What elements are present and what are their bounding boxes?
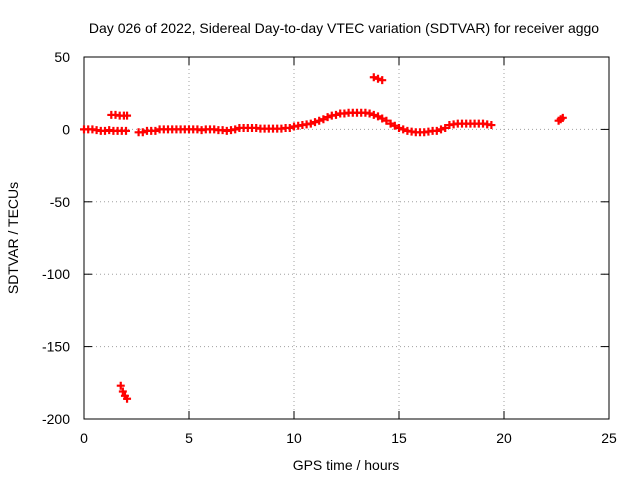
x-tick-label: 15 <box>391 430 407 446</box>
data-points <box>80 73 567 403</box>
data-point <box>123 394 132 403</box>
data-point <box>441 123 450 132</box>
data-point <box>116 381 125 390</box>
x-tick-label: 10 <box>286 430 302 446</box>
data-point <box>432 126 441 135</box>
data-point <box>378 114 387 123</box>
y-axis-label: SDTVAR / TECUs <box>5 182 21 294</box>
data-point <box>123 111 132 120</box>
data-point <box>319 115 328 124</box>
data-point <box>315 116 324 125</box>
data-point <box>487 121 496 130</box>
y-tick-label: -100 <box>42 266 70 282</box>
data-point <box>151 126 160 135</box>
y-tick-label: 50 <box>54 49 70 65</box>
data-point <box>558 113 567 122</box>
x-axis-label: GPS time / hours <box>293 457 400 473</box>
x-tick-label: 0 <box>80 430 88 446</box>
data-point <box>382 116 391 125</box>
grid <box>84 57 609 419</box>
data-point <box>365 109 374 118</box>
plot-frame <box>83 56 610 420</box>
data-point <box>332 110 340 119</box>
data-point <box>285 123 294 132</box>
data-point <box>311 118 319 127</box>
data-point <box>374 74 382 83</box>
data-point <box>118 387 127 396</box>
data-point <box>399 125 408 134</box>
data-point <box>369 73 378 82</box>
data-point <box>378 76 387 85</box>
y-tick-label: -150 <box>42 339 70 355</box>
axis-ticks: 0 5 10 15 20 25 -200 -150 -100 -50 0 50 <box>42 49 617 446</box>
data-point <box>323 113 332 122</box>
data-point <box>122 126 130 135</box>
x-tick-label: 20 <box>496 430 512 446</box>
data-point <box>369 110 378 119</box>
y-tick-label: -50 <box>50 194 70 210</box>
data-point <box>374 112 382 121</box>
data-point <box>386 119 395 128</box>
x-tick-label: 25 <box>601 430 617 446</box>
data-point <box>395 123 403 132</box>
x-tick-label: 5 <box>185 430 193 446</box>
data-point <box>437 125 445 134</box>
data-point <box>390 121 399 130</box>
y-tick-label: -200 <box>42 411 70 427</box>
chart-title: Day 026 of 2022, Sidereal Day-to-day VTE… <box>89 20 599 36</box>
data-point <box>138 128 147 137</box>
data-point <box>306 119 315 128</box>
data-point <box>231 125 240 134</box>
y-tick-label: 0 <box>62 121 70 137</box>
